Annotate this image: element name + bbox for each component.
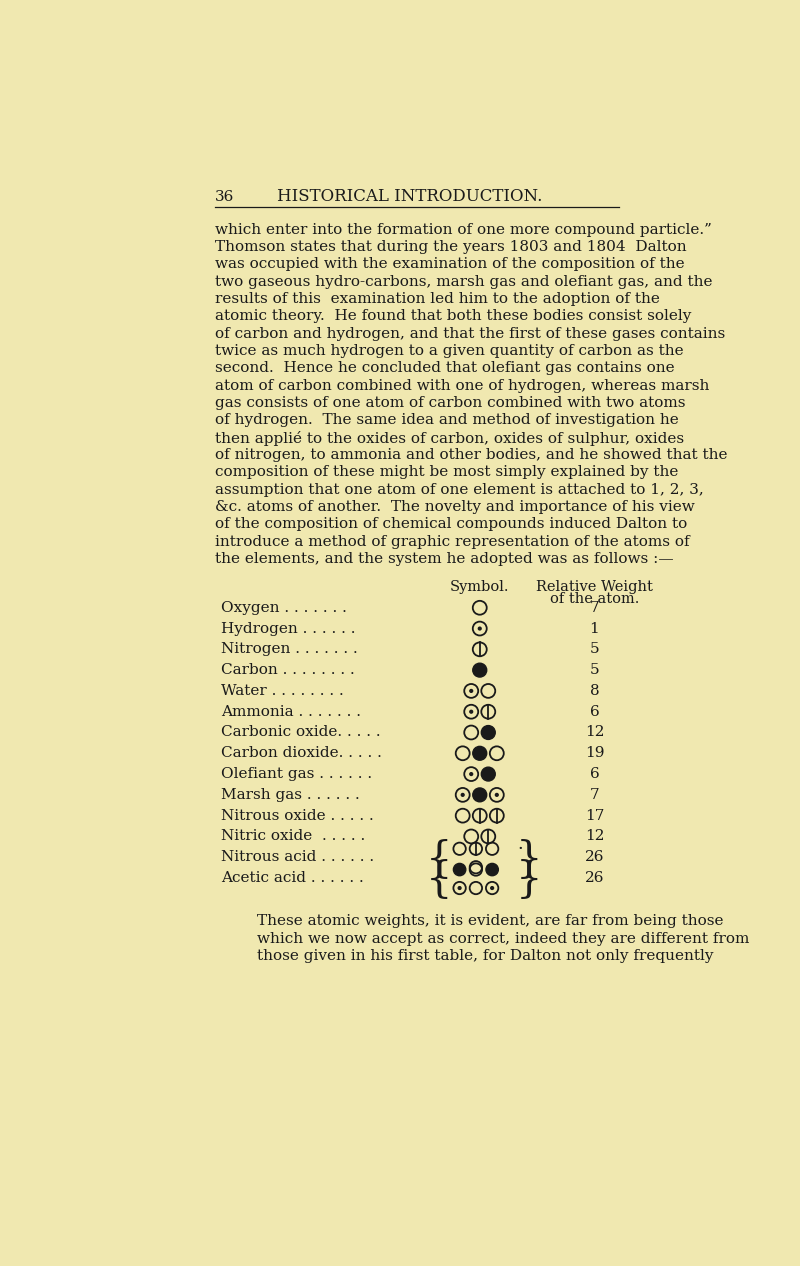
Text: which we now accept as correct, indeed they are different from: which we now accept as correct, indeed t… xyxy=(258,932,750,946)
Text: }: } xyxy=(515,860,542,901)
Text: introduce a method of graphic representation of the atoms of: introduce a method of graphic representa… xyxy=(214,534,690,548)
Text: &c. atoms of another.  The novelty and importance of his view: &c. atoms of another. The novelty and im… xyxy=(214,500,694,514)
Text: atom of carbon combined with one of hydrogen, whereas marsh: atom of carbon combined with one of hydr… xyxy=(214,379,709,392)
Circle shape xyxy=(470,690,473,693)
Text: Oxygen . . . . . . .: Oxygen . . . . . . . xyxy=(221,601,346,615)
Text: Marsh gas . . . . . .: Marsh gas . . . . . . xyxy=(221,787,360,801)
Text: Nitrogen . . . . . . .: Nitrogen . . . . . . . xyxy=(221,642,358,656)
Text: twice as much hydrogen to a given quantity of carbon as the: twice as much hydrogen to a given quanti… xyxy=(214,344,683,358)
Circle shape xyxy=(454,863,466,876)
Text: of the composition of chemical compounds induced Dalton to: of the composition of chemical compounds… xyxy=(214,518,687,532)
Text: gas consists of one atom of carbon combined with two atoms: gas consists of one atom of carbon combi… xyxy=(214,396,685,410)
Text: Thomson states that during the years 1803 and 1804  Dalton: Thomson states that during the years 180… xyxy=(214,241,686,254)
Text: of nitrogen, to ammonia and other bodies, and he showed that the: of nitrogen, to ammonia and other bodies… xyxy=(214,448,727,462)
Circle shape xyxy=(478,627,481,630)
Text: Carbon dioxide. . . . .: Carbon dioxide. . . . . xyxy=(221,746,382,761)
Text: of carbon and hydrogen, and that the first of these gases contains: of carbon and hydrogen, and that the fir… xyxy=(214,327,725,341)
Text: Nitrous oxide . . . . .: Nitrous oxide . . . . . xyxy=(221,809,374,823)
Circle shape xyxy=(470,772,473,776)
Text: ·: · xyxy=(517,839,522,858)
Circle shape xyxy=(486,863,498,876)
Text: 7: 7 xyxy=(590,787,599,801)
Text: 12: 12 xyxy=(585,829,604,843)
Text: Hydrogen . . . . . .: Hydrogen . . . . . . xyxy=(221,622,355,636)
Text: Ammonia . . . . . . .: Ammonia . . . . . . . xyxy=(221,705,361,719)
Text: results of this  examination led him to the adoption of the: results of this examination led him to t… xyxy=(214,292,659,306)
Text: Olefiant gas . . . . . .: Olefiant gas . . . . . . xyxy=(221,767,372,781)
Text: {: { xyxy=(426,838,452,881)
Text: 26: 26 xyxy=(585,871,604,885)
Text: 5: 5 xyxy=(590,642,599,656)
Circle shape xyxy=(473,663,486,677)
Text: composition of these might be most simply explained by the: composition of these might be most simpl… xyxy=(214,466,678,480)
Circle shape xyxy=(470,710,473,713)
Text: 17: 17 xyxy=(585,809,604,823)
Text: 8: 8 xyxy=(590,684,599,698)
Text: 7: 7 xyxy=(590,601,599,615)
Text: atomic theory.  He found that both these bodies consist solely: atomic theory. He found that both these … xyxy=(214,309,691,323)
Text: Carbonic oxide. . . . .: Carbonic oxide. . . . . xyxy=(221,725,381,739)
Text: Nitrous acid . . . . . .: Nitrous acid . . . . . . xyxy=(221,851,374,865)
Text: 12: 12 xyxy=(585,725,604,739)
Text: Symbol.: Symbol. xyxy=(450,580,510,594)
Circle shape xyxy=(473,747,486,760)
Text: second.  Hence he concluded that olefiant gas contains one: second. Hence he concluded that olefiant… xyxy=(214,361,674,375)
Text: the elements, and the system he adopted was as follows :—: the elements, and the system he adopted … xyxy=(214,552,674,566)
Circle shape xyxy=(482,725,495,739)
Text: Nitric oxide  . . . . .: Nitric oxide . . . . . xyxy=(221,829,365,843)
Text: two gaseous hydro-carbons, marsh gas and olefiant gas, and the: two gaseous hydro-carbons, marsh gas and… xyxy=(214,275,712,289)
Circle shape xyxy=(495,794,498,796)
Text: assumption that one atom of one element is attached to 1, 2, 3,: assumption that one atom of one element … xyxy=(214,482,703,496)
Text: Water . . . . . . . .: Water . . . . . . . . xyxy=(221,684,344,698)
Text: 1: 1 xyxy=(590,622,599,636)
Circle shape xyxy=(482,767,495,781)
Text: of hydrogen.  The same idea and method of investigation he: of hydrogen. The same idea and method of… xyxy=(214,413,678,428)
Circle shape xyxy=(473,787,486,801)
Text: 36: 36 xyxy=(214,190,234,204)
Circle shape xyxy=(462,794,464,796)
Text: Carbon . . . . . . . .: Carbon . . . . . . . . xyxy=(221,663,354,677)
Text: those given in his first table, for Dalton not only frequently: those given in his first table, for Dalt… xyxy=(258,950,714,963)
Circle shape xyxy=(458,886,461,890)
Text: 6: 6 xyxy=(590,767,599,781)
Text: 26: 26 xyxy=(585,851,604,865)
Text: 5: 5 xyxy=(590,663,599,677)
Text: }: } xyxy=(515,838,542,881)
Text: These atomic weights, it is evident, are far from being those: These atomic weights, it is evident, are… xyxy=(258,914,724,928)
Text: Relative Weight: Relative Weight xyxy=(536,580,653,594)
Text: {: { xyxy=(426,860,452,901)
Circle shape xyxy=(490,886,494,890)
Text: 6: 6 xyxy=(590,705,599,719)
Text: 19: 19 xyxy=(585,746,604,761)
Text: then applié to the oxides of carbon, oxides of sulphur, oxides: then applié to the oxides of carbon, ox… xyxy=(214,430,684,446)
Text: which enter into the formation of one more compound particle.”: which enter into the formation of one mo… xyxy=(214,223,711,237)
Text: HISTORICAL INTRODUCTION.: HISTORICAL INTRODUCTION. xyxy=(278,189,542,205)
Text: of the atom.: of the atom. xyxy=(550,591,639,605)
Text: Acetic acid . . . . . .: Acetic acid . . . . . . xyxy=(221,871,364,885)
Text: was occupied with the examination of the composition of the: was occupied with the examination of the… xyxy=(214,257,684,271)
